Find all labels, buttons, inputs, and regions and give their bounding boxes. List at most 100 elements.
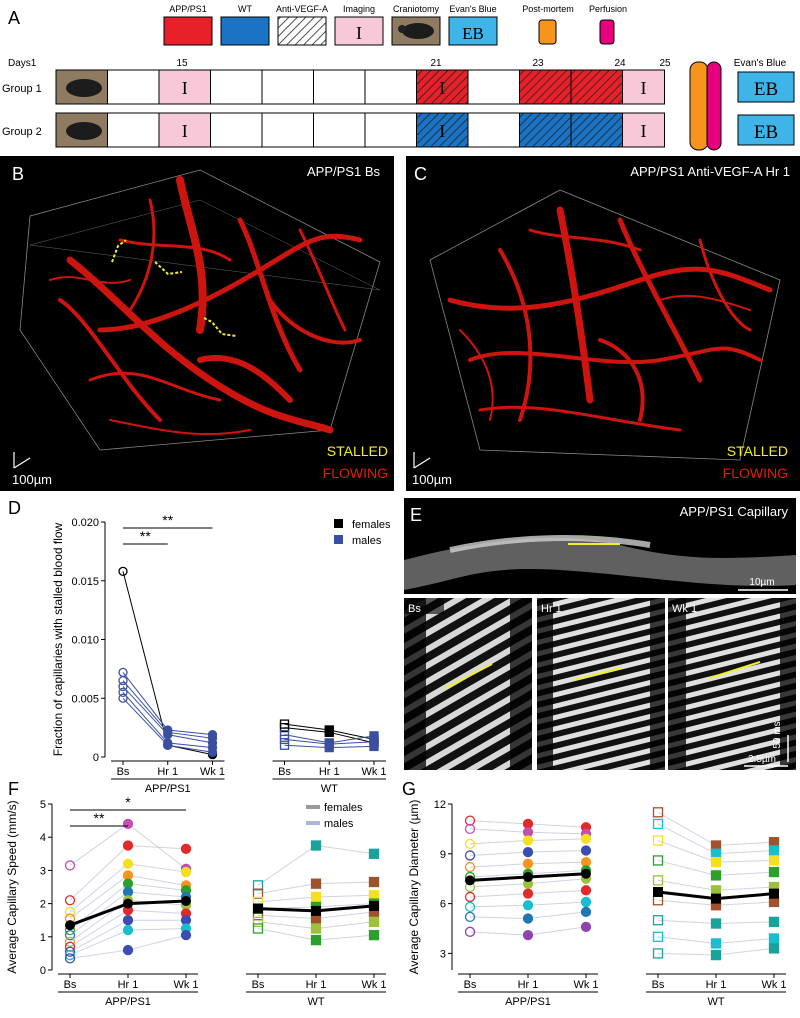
mean-point	[369, 900, 379, 911]
imaging-glyph: I	[356, 23, 362, 43]
legend-label-app: APP/PS1	[169, 4, 207, 14]
day-21: 21	[430, 58, 442, 69]
timeline-rows: Group 1 I I I EB Group 2 I I I EB	[2, 69, 795, 148]
data-point	[122, 925, 134, 936]
data-point	[464, 926, 476, 937]
data-point	[768, 866, 780, 878]
evans-glyph: EB	[462, 24, 484, 43]
group-label: APP/PS1	[505, 996, 551, 1008]
timeline-cell	[570, 69, 623, 105]
data-point	[522, 913, 534, 924]
chart-f: 0 1 2 3 4 5 Average Capillary Speed (mm/s) Bs Hr…	[5, 794, 387, 1008]
y-tick-label: 0.020	[71, 517, 99, 529]
data-point	[279, 730, 290, 740]
data-point	[163, 730, 173, 740]
timeline-cell	[313, 112, 366, 148]
data-point	[368, 848, 380, 859]
data-point	[652, 835, 664, 846]
kymograph-wk1	[668, 598, 796, 770]
group-label: WT	[307, 996, 324, 1008]
y-axis-label: Average Capillary Diameter (µm)	[407, 800, 421, 975]
panel-e-title: APP/PS1 Capillary	[680, 504, 789, 519]
panel-b-scale: 100µm	[12, 472, 52, 487]
y-tick-label: 0	[93, 752, 99, 764]
vessel-render-b	[19, 169, 381, 451]
kymograph-hr1	[537, 598, 665, 770]
days-label: Days1	[8, 58, 37, 69]
x-tick-label: Wk 1	[200, 766, 225, 778]
data-point	[710, 918, 722, 929]
group-label-2: Group 2	[2, 126, 42, 138]
data-point	[522, 835, 534, 846]
data-point	[368, 916, 380, 928]
data-point	[522, 858, 534, 869]
panel-label-c: C	[414, 164, 427, 184]
legend-label: males	[324, 818, 354, 830]
y-tick-label: 5	[40, 799, 46, 811]
legend-label: females	[324, 802, 363, 814]
data-point	[310, 934, 322, 946]
panel-b-flowing: FLOWING	[323, 465, 388, 481]
x-tick-label: Hr 1	[157, 766, 178, 778]
kymo-label-wk1: Wk 1	[672, 603, 697, 615]
legend-label-evans: Evan's Blue	[449, 4, 496, 14]
imaging-glyph: I	[182, 121, 188, 141]
x-tick-label: Bs	[464, 979, 477, 991]
y-tick-label: 3	[440, 948, 446, 960]
kymo-label-bs: Bs	[408, 603, 421, 615]
data-point	[652, 818, 664, 830]
panel-label-d: D	[8, 498, 21, 518]
mean-point	[465, 875, 475, 886]
data-point	[580, 833, 592, 845]
mean-point	[123, 898, 133, 909]
panel-b-title: APP/PS1 Bs	[307, 164, 380, 179]
sig-stars: **	[94, 810, 105, 826]
data-point	[580, 921, 592, 932]
y-tick-label: 0.010	[71, 635, 99, 647]
y-tick-label: 1	[40, 932, 46, 944]
data-point	[768, 855, 780, 866]
panel-c-title: APP/PS1 Anti-VEGF-A Hr 1	[630, 164, 790, 179]
legend-swatch-perfusion	[599, 19, 615, 45]
timeline-cell	[261, 69, 314, 105]
data-point	[464, 901, 476, 913]
mean-point	[769, 888, 779, 899]
timeline-cell	[210, 69, 263, 105]
timeline-cell	[210, 112, 263, 148]
data-point	[710, 870, 722, 881]
data-point	[122, 858, 134, 869]
panel-label-e: E	[410, 505, 422, 525]
data-point	[64, 949, 76, 961]
mean-point	[711, 893, 721, 904]
legend-swatch-antivegf	[277, 16, 327, 46]
x-tick-label: Bs	[64, 979, 77, 991]
imaging-glyph: I	[439, 121, 445, 141]
timeline-cell	[364, 69, 417, 105]
y-tick-label: 4	[40, 832, 46, 844]
data-point	[464, 861, 476, 873]
y-axis-label: Average Capillary Speed (mm/s)	[5, 800, 19, 973]
timeline-legend: APP/PS1 WT Anti-VEGF-A Imaging I Craniot…	[163, 4, 627, 46]
mean-point	[253, 903, 263, 914]
group-label: WT	[707, 996, 724, 1008]
x-tick-label: Wk 1	[173, 979, 198, 991]
capillary-shape	[404, 537, 796, 590]
group-label: APP/PS1	[145, 783, 191, 795]
mouse-icon	[66, 79, 102, 97]
data-point	[652, 855, 664, 866]
data-point	[369, 741, 379, 752]
data-point	[279, 722, 290, 733]
timeline-cell	[107, 69, 160, 105]
timeline-cell	[261, 112, 314, 148]
timeline-cell	[570, 112, 623, 148]
data-point	[652, 875, 664, 886]
data-point	[118, 675, 128, 686]
y-tick-label: 0.015	[71, 576, 99, 588]
panel-b-stalled: STALLED	[327, 443, 388, 459]
timeline-cell	[416, 69, 469, 105]
panel-e-scale-top: 10µm	[749, 577, 774, 588]
day-15: 15	[176, 58, 188, 69]
data-point	[252, 916, 264, 928]
chart-d: 0 0.005 0.010 0.015 0.020 Fraction of capilla…	[51, 512, 391, 795]
data-point	[180, 866, 192, 878]
